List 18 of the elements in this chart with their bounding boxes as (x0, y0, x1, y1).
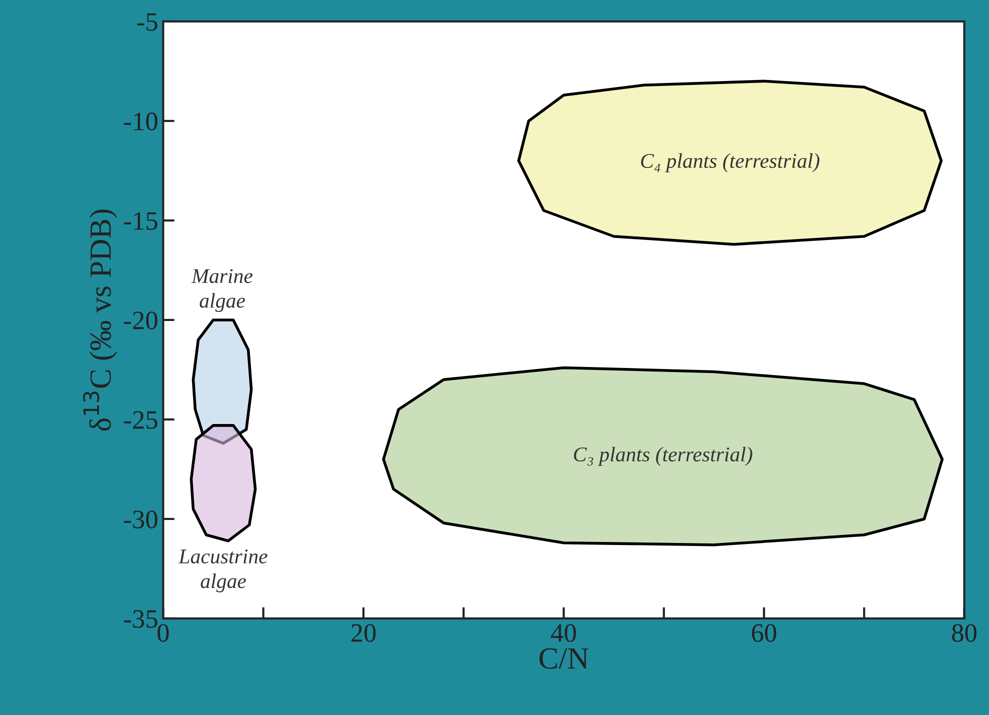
y-tick-label: -10 (124, 112, 158, 130)
series-label: Marine algae (191, 269, 252, 312)
y-tick-label: -30 (124, 510, 158, 528)
series-label: C₃ plants (terrestrial) (574, 446, 752, 466)
x-tick-label: 20 (351, 624, 376, 642)
y-axis-title: δ$^{13}$C (‰ vs PDB) (83, 210, 118, 431)
x-tick-label: 80 (952, 624, 976, 642)
series-label: C₄ plants (terrestrial) (641, 153, 820, 172)
x-tick-label: 60 (752, 624, 776, 642)
x-axis-title: C/N (540, 648, 588, 669)
y-tick-label: -20 (124, 312, 158, 330)
x-tick-label: 40 (551, 624, 576, 642)
x-tick-label: 0 (158, 624, 169, 642)
y-tick-label: -25 (124, 411, 158, 429)
series-label: Lacustrine algae (178, 549, 268, 592)
y-tick-label: -5 (137, 13, 158, 31)
y-tick-label: -35 (124, 610, 158, 628)
y-tick-label: -15 (124, 212, 158, 230)
